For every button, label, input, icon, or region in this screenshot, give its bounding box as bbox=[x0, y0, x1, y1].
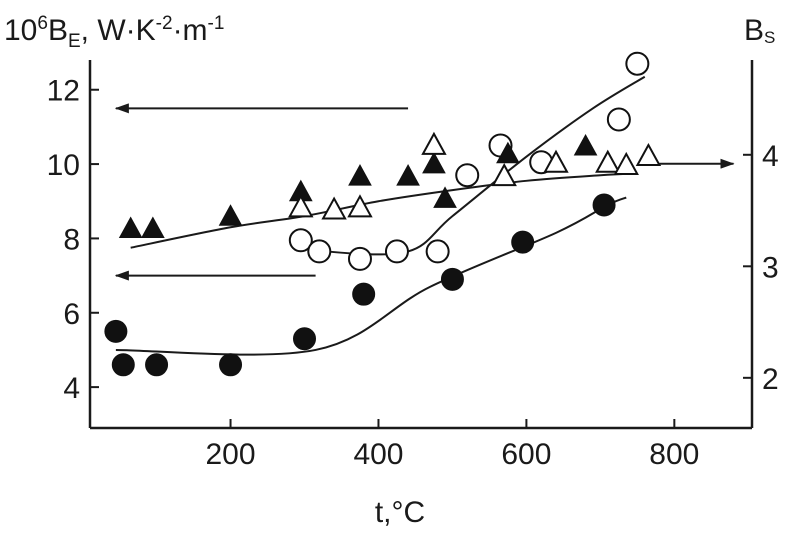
point-open-triangle-2 bbox=[321, 196, 347, 220]
y-right-ticks: 2 3 4 bbox=[743, 140, 779, 396]
point-filled-triangle-9 bbox=[496, 141, 520, 164]
point-filled-circle-1 bbox=[104, 319, 128, 343]
y-right-tick-label: 3 bbox=[762, 251, 779, 284]
y-left-title-units: , W·K bbox=[81, 14, 156, 47]
x-axis-title: t,°C bbox=[375, 496, 425, 529]
x-tick-label: 200 bbox=[206, 438, 256, 471]
y-left-tick-label: 6 bbox=[63, 298, 80, 331]
point-filled-circle-2 bbox=[111, 353, 135, 377]
point-open-circle-6 bbox=[455, 163, 480, 188]
fit-line-2 bbox=[304, 75, 646, 256]
x-ticks: 200 400 600 800 bbox=[206, 419, 699, 471]
y-right-title-sub: S bbox=[764, 28, 775, 47]
point-filled-triangle-6 bbox=[396, 164, 420, 186]
y-left-tick-label: 8 bbox=[63, 223, 80, 256]
point-filled-triangle-5 bbox=[348, 164, 372, 186]
y-left-title-units2: ·m bbox=[173, 14, 208, 47]
point-open-triangle-8 bbox=[613, 151, 639, 175]
point-open-triangle-6 bbox=[543, 149, 569, 173]
point-filled-circle-7 bbox=[440, 267, 464, 291]
y-right-tick-label: 4 bbox=[762, 140, 779, 173]
x-tick-label: 400 bbox=[353, 438, 403, 471]
point-filled-circle-6 bbox=[352, 282, 376, 306]
point-filled-triangle-2 bbox=[141, 216, 165, 239]
point-filled-triangle-8 bbox=[433, 186, 457, 208]
x-tick-label: 800 bbox=[649, 438, 699, 471]
point-open-circle-10 bbox=[625, 51, 650, 76]
point-open-triangle-3 bbox=[347, 194, 373, 218]
point-filled-triangle-10 bbox=[573, 133, 598, 156]
y-left-axis-title: 106BE, W·K-2·m-1 bbox=[4, 13, 224, 52]
x-tick-label: 600 bbox=[501, 438, 551, 471]
point-filled-circle-8 bbox=[511, 230, 535, 254]
y-left-title-sub: E bbox=[68, 31, 81, 52]
y-left-title-units-exp: -2 bbox=[156, 13, 173, 34]
point-open-circle-5 bbox=[425, 239, 450, 264]
y-left-tick-label: 4 bbox=[63, 372, 80, 405]
point-open-circle-3 bbox=[347, 246, 372, 271]
y-left-title-exp: 6 bbox=[37, 13, 48, 34]
point-open-circle-2 bbox=[307, 239, 332, 264]
point-open-triangle-5 bbox=[491, 163, 517, 187]
point-filled-circle-5 bbox=[293, 327, 317, 351]
y-left-tick-label: 12 bbox=[47, 75, 80, 108]
point-open-triangle-7 bbox=[595, 149, 621, 173]
point-open-circle-1 bbox=[288, 228, 313, 253]
fit-lines bbox=[115, 75, 646, 356]
annotation-arrows bbox=[114, 103, 735, 281]
fit-line-3 bbox=[130, 172, 638, 249]
point-filled-triangle-1 bbox=[118, 216, 143, 239]
point-filled-triangle-3 bbox=[218, 204, 243, 226]
y-left-title-base: 10 bbox=[4, 14, 37, 47]
point-open-triangle-1 bbox=[288, 194, 314, 218]
point-open-triangle-4 bbox=[421, 131, 447, 155]
y-right-axis-title: BS bbox=[744, 14, 775, 47]
y-right-title-var: B bbox=[744, 14, 764, 47]
y-right-tick-label: 2 bbox=[762, 363, 779, 396]
y-left-title-var: B bbox=[48, 14, 68, 47]
point-filled-circle-3 bbox=[145, 353, 169, 377]
y-left-ticks: 4 6 8 10 12 bbox=[47, 75, 99, 405]
point-filled-circle-4 bbox=[219, 353, 243, 377]
point-filled-circle-9 bbox=[592, 193, 616, 217]
point-open-circle-4 bbox=[384, 239, 409, 264]
y-left-title-units2-exp: -1 bbox=[208, 13, 225, 34]
y-left-tick-label: 10 bbox=[47, 149, 80, 182]
point-open-triangle-9 bbox=[635, 142, 662, 167]
data-points bbox=[104, 51, 662, 377]
point-filled-triangle-7 bbox=[422, 151, 446, 174]
point-open-circle-9 bbox=[606, 107, 631, 132]
